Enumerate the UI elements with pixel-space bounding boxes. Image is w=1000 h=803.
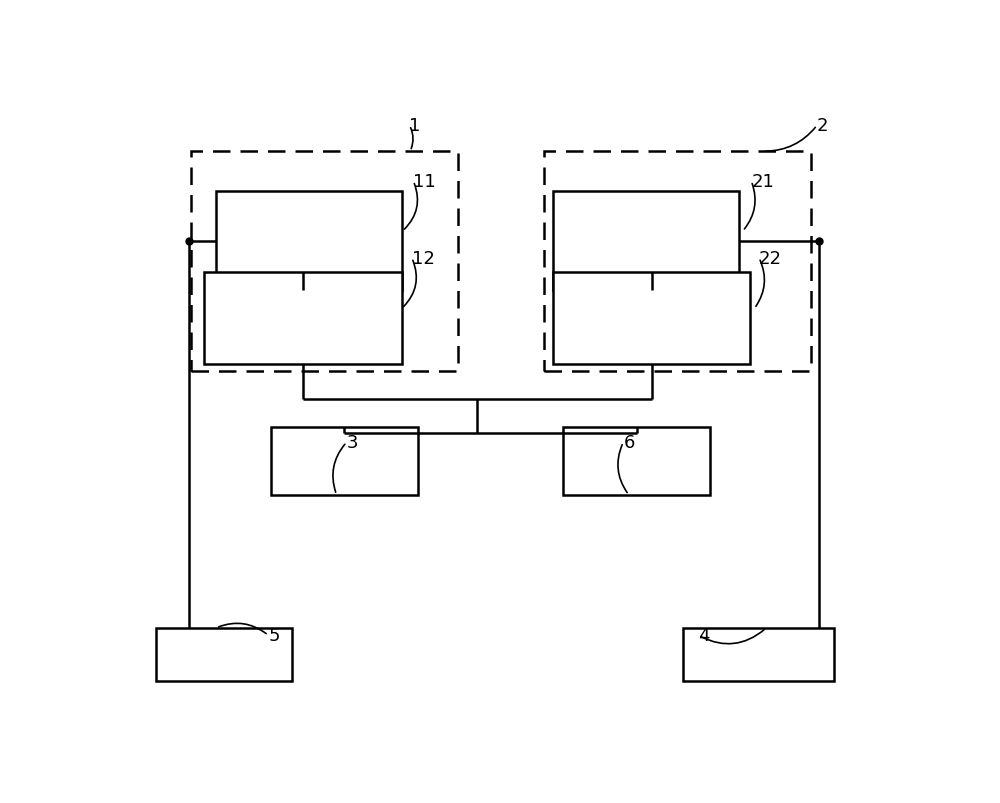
Bar xyxy=(156,628,292,681)
Text: 5: 5 xyxy=(268,626,280,645)
Bar xyxy=(553,272,750,364)
Bar xyxy=(271,427,418,495)
Text: 21: 21 xyxy=(751,173,774,190)
Bar xyxy=(191,152,458,372)
Bar xyxy=(204,272,402,364)
Bar xyxy=(544,152,811,372)
Text: 11: 11 xyxy=(413,173,436,190)
Text: 22: 22 xyxy=(759,250,782,267)
Text: 2: 2 xyxy=(817,117,829,135)
Bar xyxy=(216,192,402,291)
Text: 3: 3 xyxy=(347,434,358,451)
Text: 6: 6 xyxy=(623,434,635,451)
Text: 1: 1 xyxy=(409,117,421,135)
Bar xyxy=(563,427,710,495)
Bar xyxy=(553,192,739,291)
Text: 4: 4 xyxy=(698,626,710,645)
Text: 12: 12 xyxy=(412,250,435,267)
Bar xyxy=(683,628,834,681)
